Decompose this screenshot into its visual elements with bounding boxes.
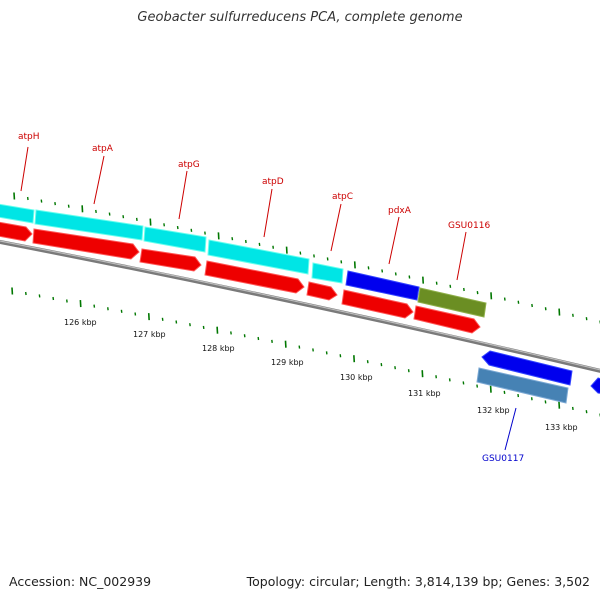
gene-arrow-atpH[interactable]: [0, 221, 33, 242]
kbp-labels: 126 kbp 127 kbp 128 kbp 129 kbp 130 kbp …: [64, 318, 578, 432]
kbp-label-130: 130 kbp: [340, 373, 373, 382]
gene-arrow-atpC[interactable]: [306, 281, 338, 301]
genome-summary-text: Topology: circular; Length: 3,814,139 bp…: [246, 574, 590, 589]
red-gene-arrows: [0, 221, 481, 334]
gene-box-atpC[interactable]: [311, 262, 344, 284]
kbp-label-133: 133 kbp: [545, 423, 578, 432]
kbp-label-129: 129 kbp: [271, 358, 304, 367]
kbp-label-132: 132 kbp: [477, 406, 510, 415]
genome-backbone-highlight: [0, 240, 600, 371]
kbp-label-126: 126 kbp: [64, 318, 97, 327]
gene-arrow-GSU0116[interactable]: [413, 305, 481, 334]
genome-backbone: [0, 239, 600, 373]
gene-arrow-atpD[interactable]: [204, 260, 305, 294]
gene-arrow-reverse-blue-2[interactable]: [590, 377, 600, 394]
gene-label-GSU0117[interactable]: GSU0117: [482, 454, 524, 464]
accession-text: Accession: NC_002939: [9, 574, 152, 589]
gene-arrow-reverse-blue[interactable]: [481, 350, 573, 386]
gene-arrow-atpG[interactable]: [139, 248, 202, 272]
gene-box-atpH[interactable]: [0, 203, 35, 224]
gene-box-GSU0116[interactable]: [417, 287, 487, 318]
kbp-label-127: 127 kbp: [133, 330, 166, 339]
gene-label-atpH[interactable]: atpH: [18, 132, 40, 142]
gene-box-GSU0117[interactable]: [476, 367, 569, 404]
map-title: Geobacter sulfurreducens PCA, complete g…: [137, 10, 463, 25]
kbp-label-131: 131 kbp: [408, 389, 441, 398]
forward-strand-genes: [0, 203, 487, 318]
reverse-strand-genes: [476, 350, 600, 404]
gene-label-atpD[interactable]: atpD: [262, 177, 284, 187]
gene-label-atpA[interactable]: atpA: [92, 144, 114, 154]
gene-box-pdxA[interactable]: [345, 270, 420, 301]
label-leader-lines: [20, 146, 517, 451]
gene-label-atpG[interactable]: atpG: [178, 160, 200, 170]
gene-label-GSU0116[interactable]: GSU0116: [448, 221, 490, 231]
gene-arrow-pdxA[interactable]: [341, 289, 414, 319]
gene-arrow-atpA[interactable]: [32, 228, 140, 260]
gene-box-atpA[interactable]: [34, 209, 144, 241]
gene-label-atpC[interactable]: atpC: [332, 192, 353, 202]
gene-labels: atpH atpA atpG atpD atpC pdxA GSU0116 GS…: [18, 132, 524, 464]
kbp-label-128: 128 kbp: [202, 344, 235, 353]
gene-box-atpD[interactable]: [207, 239, 310, 275]
gene-label-pdxA[interactable]: pdxA: [388, 206, 412, 216]
gene-box-atpG[interactable]: [143, 226, 207, 253]
tick-marks: [11, 192, 600, 417]
